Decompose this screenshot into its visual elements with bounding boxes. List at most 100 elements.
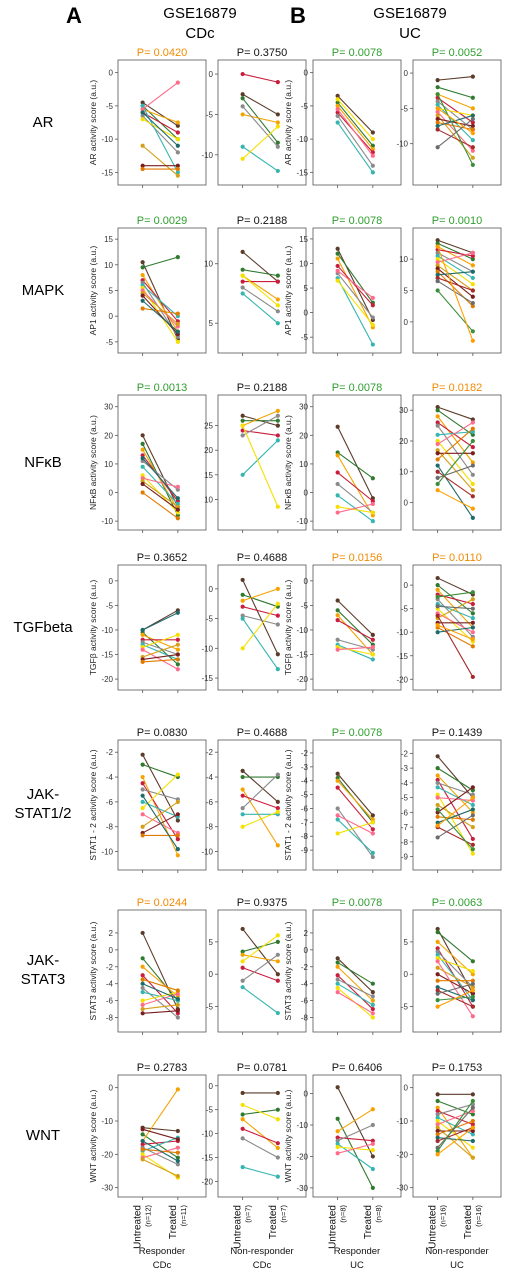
untreated-point xyxy=(435,630,440,635)
p-value-label: P= 0.0420 xyxy=(137,47,187,59)
y-tick-label: 0 xyxy=(304,946,309,955)
y-tick-label: -5 xyxy=(401,605,409,614)
pair-line xyxy=(337,1108,374,1132)
untreated-point xyxy=(335,817,340,822)
untreated-point xyxy=(435,972,440,977)
treated-point xyxy=(470,1125,475,1130)
pair-line xyxy=(242,439,279,476)
treated-point xyxy=(470,426,475,431)
y-tick-label: 5 xyxy=(404,287,409,296)
pair-line xyxy=(242,770,279,803)
untreated-point xyxy=(240,92,245,97)
treated-point xyxy=(370,652,375,657)
untreated-point xyxy=(240,774,245,780)
pair-line xyxy=(337,646,373,656)
y-axis-label: NFκB activity score (a.u.) xyxy=(283,415,293,510)
pair-line xyxy=(437,1107,474,1158)
y-tick-label: -2 xyxy=(301,963,309,972)
treated-point xyxy=(470,417,475,422)
pair-line xyxy=(437,794,474,854)
row-label-line: MAPK xyxy=(21,281,65,299)
untreated-point xyxy=(435,587,440,592)
untreated-point xyxy=(335,1129,340,1134)
treated-point xyxy=(275,438,280,443)
pair-line xyxy=(437,1103,473,1115)
plot-frame xyxy=(217,1074,307,1198)
untreated-point xyxy=(435,85,440,90)
treated-point xyxy=(370,1122,375,1128)
treated-point xyxy=(470,590,475,595)
untreated-point xyxy=(435,275,440,281)
pair-line xyxy=(242,287,279,312)
untreated-point xyxy=(240,949,245,954)
untreated-point xyxy=(335,470,340,475)
untreated-point xyxy=(435,814,440,819)
pair-line xyxy=(142,292,179,325)
pair-line xyxy=(437,755,474,798)
y-tick-label: 10 xyxy=(104,460,113,469)
treated-point xyxy=(470,263,475,268)
pair-line xyxy=(437,797,473,802)
untreated-point xyxy=(435,253,440,259)
untreated-point xyxy=(140,1011,145,1016)
y-tick-label: -8 xyxy=(301,1014,309,1023)
treated-point xyxy=(370,322,375,327)
group-label-line1: Non-responder xyxy=(425,1246,488,1257)
untreated-point xyxy=(335,113,340,118)
pair-line xyxy=(437,626,473,633)
y-tick-label: -30 xyxy=(396,1184,408,1193)
treated-point xyxy=(175,137,180,142)
untreated-point xyxy=(435,1138,440,1144)
pair-line xyxy=(142,108,179,124)
pair-line xyxy=(337,506,373,514)
treated-point xyxy=(275,586,280,591)
untreated-point xyxy=(335,1135,340,1140)
untreated-point xyxy=(335,831,340,836)
untreated-point xyxy=(240,952,245,957)
untreated-point xyxy=(240,267,245,272)
p-value-label: P= 0.0063 xyxy=(432,897,482,909)
pair-line xyxy=(437,422,474,448)
pair-line xyxy=(337,258,374,328)
plot-frame xyxy=(312,739,402,871)
y-tick-label: 10 xyxy=(204,260,213,269)
treated-point xyxy=(370,1148,375,1153)
untreated-point xyxy=(240,787,245,792)
subplot: P= 0.1753 0 -10 -20 -30 xyxy=(396,1062,502,1200)
pair-line xyxy=(242,967,279,982)
treated-point xyxy=(175,1150,180,1155)
untreated-point xyxy=(435,773,440,778)
untreated-point xyxy=(335,990,340,995)
untreated-point xyxy=(435,241,440,246)
pair-line xyxy=(142,987,179,1018)
untreated-point xyxy=(140,293,145,298)
treated-point xyxy=(175,1162,180,1167)
plot-frame xyxy=(217,739,307,871)
untreated-point xyxy=(240,1117,245,1122)
pair-line xyxy=(242,579,279,655)
pair-line xyxy=(337,1118,374,1189)
pair-line xyxy=(242,594,279,608)
untreated-point xyxy=(140,1147,145,1152)
treated-point xyxy=(175,1008,180,1013)
subplot: P= 0.0029 15 10 5 0 -5 AP1 activity score (a.u… xyxy=(88,215,207,356)
plot-frame xyxy=(312,227,402,354)
treated-point xyxy=(370,1166,375,1172)
plot-frame xyxy=(117,909,207,1033)
pair-line xyxy=(437,449,474,491)
untreated-point xyxy=(435,78,440,83)
pair-line xyxy=(337,966,374,1002)
untreated-point xyxy=(240,472,245,477)
treated-point xyxy=(370,342,375,347)
treated-point xyxy=(370,519,375,524)
y-tick-label: -5 xyxy=(301,102,309,111)
untreated-point xyxy=(140,1127,145,1132)
y-tick-label: 30 xyxy=(299,403,308,412)
untreated-point xyxy=(435,594,440,599)
y-tick-label: 0 xyxy=(404,1084,409,1093)
untreated-point xyxy=(335,493,340,498)
untreated-point xyxy=(435,272,440,277)
untreated-point xyxy=(240,285,245,290)
untreated-point xyxy=(140,833,145,838)
untreated-point xyxy=(335,981,340,986)
